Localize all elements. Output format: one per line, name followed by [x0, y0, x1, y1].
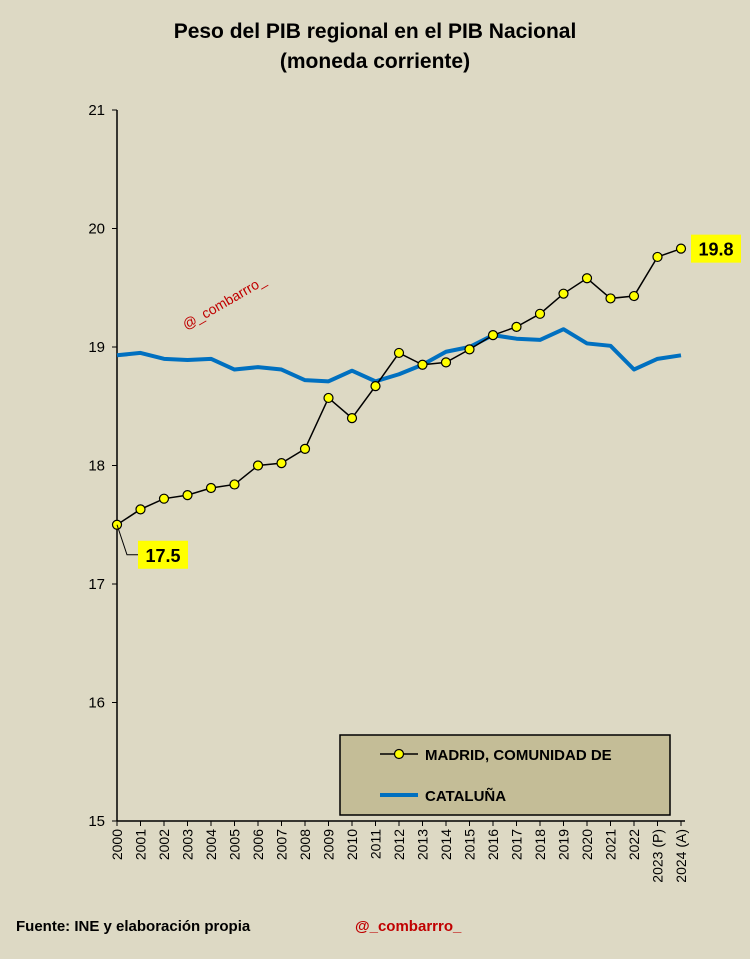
x-tick-label: 2001 [133, 829, 149, 860]
x-tick-label: 2019 [556, 829, 572, 860]
data-point-madrid [393, 347, 405, 359]
footer-source: Fuente: INE y elaboración propia [16, 918, 251, 935]
x-tick-label: 2011 [368, 829, 384, 859]
data-point-madrid [581, 273, 593, 284]
data-point-madrid [511, 321, 522, 332]
data-point-madrid [605, 293, 616, 304]
series-madrid [111, 243, 687, 530]
y-tick-label: 21 [88, 102, 105, 119]
series-line-cataluna [116, 327, 682, 384]
x-tick-label: 2008 [297, 829, 313, 860]
x-tick-label: 2004 [203, 829, 219, 860]
data-point-madrid [299, 443, 311, 455]
callout-end-label: 19.8 [698, 240, 733, 260]
legend-madrid-marker [393, 748, 405, 760]
data-point-madrid [229, 479, 240, 490]
data-point-madrid [417, 359, 428, 370]
y-tick-label: 18 [88, 458, 105, 475]
callout-start-label: 17.5 [145, 546, 180, 566]
y-tick-label: 17 [88, 576, 105, 593]
y-tick-label: 16 [88, 695, 105, 712]
callout-end-box [691, 234, 741, 263]
data-point-madrid [135, 504, 146, 515]
series-line-madrid [116, 247, 682, 526]
data-point-madrid [558, 288, 569, 299]
x-tick-label: 2015 [462, 829, 478, 860]
x-tick-label: 2023 (P) [650, 829, 666, 883]
x-tick-label: 2010 [344, 829, 360, 860]
x-tick-label: 2002 [156, 829, 172, 860]
data-point-madrid [440, 357, 452, 368]
data-point-madrid [323, 392, 334, 404]
data-point-madrid [652, 251, 663, 263]
chart-title-line1: Peso del PIB regional en el PIB Nacional [174, 20, 577, 43]
x-tick-label: 2006 [250, 829, 266, 860]
x-tick-label: 2013 [415, 829, 431, 860]
data-point-madrid [205, 482, 217, 494]
x-tick-label: 2022 [626, 829, 642, 860]
legend: MADRID, COMUNIDAD DE CATALUÑA [339, 734, 671, 816]
x-tick-label: 2018 [532, 829, 548, 860]
data-point-madrid [346, 413, 358, 424]
x-tick-label: 2017 [509, 829, 525, 860]
x-tick-label: 2012 [391, 829, 407, 860]
data-point-madrid [487, 330, 499, 341]
footer-handle: @_combarrro_ [355, 918, 462, 935]
data-point-madrid [464, 344, 475, 355]
y-tick-label: 19 [88, 339, 105, 356]
y-tick-label: 20 [88, 221, 105, 238]
x-tick-label: 2005 [227, 829, 243, 860]
data-point-madrid [628, 290, 640, 302]
data-point-madrid [276, 458, 287, 469]
x-tick-label: 2024 (A) [673, 829, 689, 883]
x-tick-label: 2016 [485, 829, 501, 860]
x-tick-label: 2007 [274, 829, 290, 860]
x-tick-label: 2021 [603, 829, 619, 860]
x-tick-label: 2020 [579, 829, 595, 860]
callout-start-leader [116, 524, 138, 556]
series-cataluna [116, 327, 682, 384]
watermark: @_combarrro_ [180, 272, 269, 333]
y-tick-label: 15 [88, 813, 105, 830]
legend-box [339, 734, 671, 816]
legend-label-madrid: MADRID, COMUNIDAD DE [425, 747, 612, 764]
data-point-madrid [252, 460, 264, 471]
data-callouts: 17.5 19.8 [116, 234, 741, 569]
x-tick-label: 2003 [180, 829, 196, 860]
legend-label-cataluna: CATALUÑA [425, 787, 506, 805]
x-tick-label: 2014 [438, 829, 454, 860]
data-point-madrid [158, 493, 170, 504]
data-point-madrid [534, 308, 546, 319]
data-point-madrid [182, 490, 193, 501]
data-point-madrid [370, 381, 381, 392]
chart-title-line2: (moneda corriente) [280, 50, 470, 73]
data-point-madrid [675, 243, 687, 254]
callout-start-box [138, 540, 188, 569]
x-tick-label: 2009 [321, 829, 337, 860]
x-tick-label: 2000 [109, 829, 125, 860]
